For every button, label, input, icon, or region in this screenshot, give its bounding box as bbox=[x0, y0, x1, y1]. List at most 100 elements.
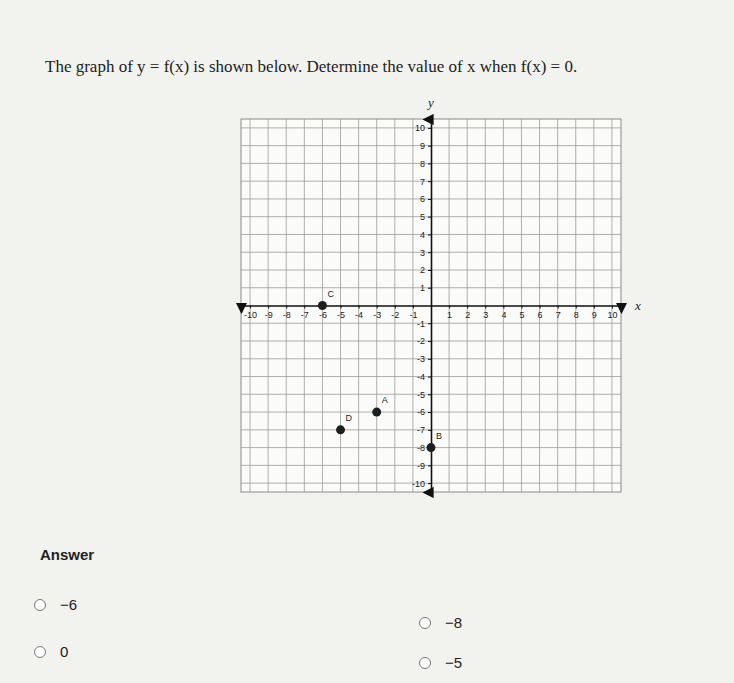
tick-mark bbox=[594, 306, 595, 309]
tick-mark bbox=[428, 430, 431, 431]
tick-mark bbox=[395, 306, 396, 309]
tick-mark bbox=[304, 306, 305, 309]
tick-label: 3 bbox=[483, 310, 488, 320]
answer-option[interactable]: −6 bbox=[35, 596, 78, 613]
option-label[interactable]: −8 bbox=[445, 614, 462, 631]
y-tick: -7 bbox=[417, 425, 431, 435]
tick-mark bbox=[485, 306, 486, 309]
radio-button[interactable] bbox=[35, 600, 46, 611]
x-tick: 6 bbox=[538, 306, 543, 320]
tick-label: 2 bbox=[465, 310, 470, 320]
tick-mark bbox=[467, 306, 468, 309]
x-tick: -8 bbox=[283, 306, 291, 320]
tick-label: 9 bbox=[420, 141, 425, 151]
x-tick: 1 bbox=[447, 306, 452, 320]
tick-mark bbox=[413, 306, 414, 309]
tick-label: -6 bbox=[319, 310, 327, 320]
point bbox=[336, 425, 345, 434]
y-tick: 5 bbox=[420, 212, 431, 222]
y-tick: 2 bbox=[420, 265, 431, 275]
tick-mark bbox=[428, 359, 431, 360]
tick-mark bbox=[540, 306, 541, 309]
x-tick: -4 bbox=[355, 306, 363, 320]
answer-option[interactable]: −8 bbox=[420, 614, 463, 631]
tick-mark bbox=[503, 306, 504, 309]
points bbox=[318, 301, 436, 452]
y-tick: -1 bbox=[417, 319, 431, 329]
point-label: C bbox=[327, 289, 334, 299]
y-tick: 1 bbox=[420, 283, 431, 293]
plot-frame bbox=[241, 119, 621, 492]
option-label[interactable]: −5 bbox=[445, 654, 462, 671]
tick-mark bbox=[428, 341, 431, 342]
grid bbox=[241, 119, 621, 492]
tick-label: -8 bbox=[417, 443, 425, 453]
tick-label: 4 bbox=[420, 230, 425, 240]
tick-label: 10 bbox=[607, 310, 617, 320]
tick-mark bbox=[449, 306, 450, 309]
tick-mark bbox=[341, 306, 342, 309]
tick-mark bbox=[612, 306, 613, 309]
x-tick: -2 bbox=[391, 306, 399, 320]
tick-label: 9 bbox=[592, 310, 597, 320]
tick-label: -6 bbox=[417, 407, 425, 417]
answer-heading: Answer bbox=[40, 546, 94, 563]
tick-label: 1 bbox=[420, 283, 425, 293]
x-tick: -3 bbox=[373, 306, 381, 320]
x-tick: -7 bbox=[301, 306, 309, 320]
point-labels: ABCD bbox=[327, 289, 442, 441]
answer-option[interactable]: 0 bbox=[35, 643, 69, 660]
tick-label: -5 bbox=[417, 390, 425, 400]
radio-button[interactable] bbox=[35, 647, 46, 658]
answer-option[interactable]: −5 bbox=[420, 654, 463, 671]
tick-label: 6 bbox=[420, 194, 425, 204]
tick-label: -7 bbox=[417, 425, 425, 435]
tick-mark bbox=[286, 306, 287, 309]
x-tick: 7 bbox=[556, 306, 561, 320]
tick-mark bbox=[428, 217, 431, 218]
tick-label: 4 bbox=[501, 310, 506, 320]
x-tick: 3 bbox=[483, 306, 488, 320]
tick-label: -2 bbox=[417, 336, 425, 346]
tick-mark bbox=[428, 234, 431, 235]
tick-label: 5 bbox=[519, 310, 524, 320]
tick-label: -3 bbox=[373, 310, 381, 320]
tick-label: -2 bbox=[391, 310, 399, 320]
tick-mark bbox=[428, 128, 431, 129]
tick-mark bbox=[428, 323, 431, 324]
tick-mark bbox=[377, 306, 378, 309]
option-label[interactable]: 0 bbox=[60, 643, 68, 660]
y-tick: -4 bbox=[417, 372, 431, 382]
option-label[interactable]: −6 bbox=[60, 596, 77, 613]
tick-mark bbox=[428, 199, 431, 200]
tick-label: 6 bbox=[538, 310, 543, 320]
tick-label: -4 bbox=[417, 372, 425, 382]
tick-label: -8 bbox=[283, 310, 291, 320]
tick-label: 7 bbox=[420, 177, 425, 187]
x-tick: 9 bbox=[592, 306, 597, 320]
y-tick: 3 bbox=[420, 248, 431, 258]
point-label: D bbox=[346, 413, 353, 423]
tick-label: 10 bbox=[415, 123, 425, 133]
tick-mark bbox=[428, 252, 431, 253]
tick-mark bbox=[428, 412, 431, 413]
tick-label: -9 bbox=[417, 461, 425, 471]
radio-button[interactable] bbox=[420, 618, 431, 629]
y-tick: -5 bbox=[417, 390, 431, 400]
tick-label: 2 bbox=[420, 265, 425, 275]
point-label: B bbox=[436, 431, 442, 441]
tick-mark bbox=[428, 465, 431, 466]
point bbox=[372, 408, 381, 417]
radio-button[interactable] bbox=[420, 658, 431, 669]
y-axis: -10-9-8-7-6-5-4-3-2-112345678910 bbox=[412, 120, 432, 493]
y-tick: -6 bbox=[417, 407, 431, 417]
y-axis-title: y bbox=[426, 95, 434, 110]
tick-mark bbox=[558, 306, 559, 309]
y-tick: -9 bbox=[417, 461, 431, 471]
y-tick: 9 bbox=[420, 141, 431, 151]
tick-label: 5 bbox=[420, 212, 425, 222]
point bbox=[318, 301, 327, 310]
tick-label: -9 bbox=[265, 310, 273, 320]
tick-label: -10 bbox=[412, 478, 425, 488]
x-tick: -5 bbox=[337, 306, 345, 320]
